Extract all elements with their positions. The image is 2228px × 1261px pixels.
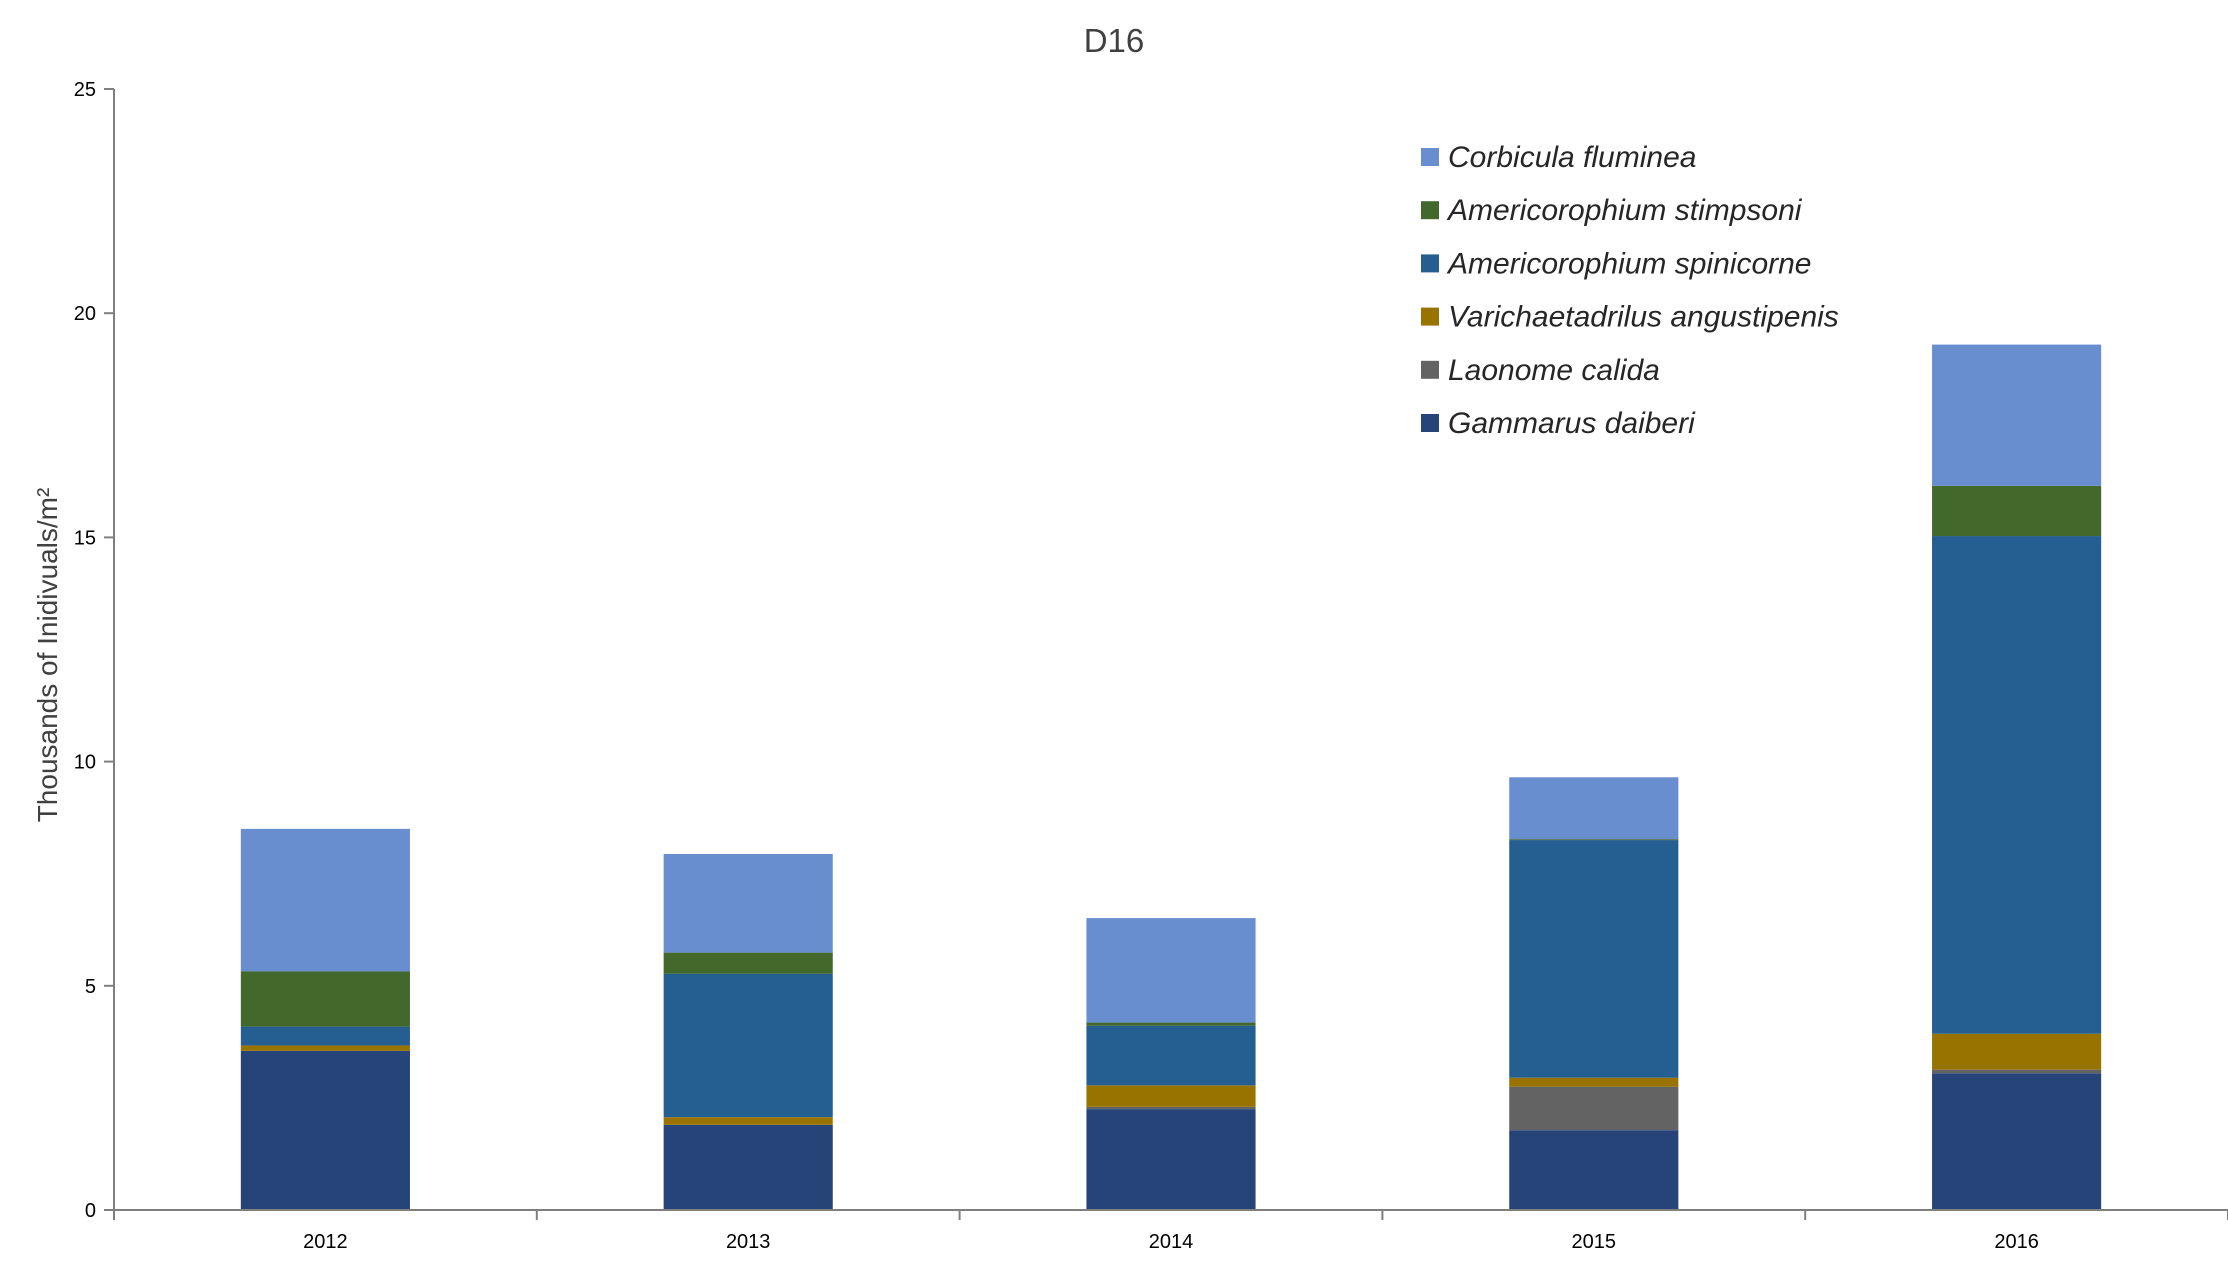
y-tick-labels: 0 5 10 15 20 25 <box>74 79 96 1222</box>
bar-segment-2013-0 <box>663 1124 833 1210</box>
bar-segment-2012-0 <box>240 1050 410 1210</box>
bar-segment-2014-0 <box>1086 1109 1256 1210</box>
legend-label-gammarus-daiberi: Gammarus daiberi <box>1448 407 1696 440</box>
bar-segment-2012-3 <box>240 1026 410 1046</box>
bar-segment-2012-5 <box>240 828 410 972</box>
x-tick-labels: 2012 2013 2014 2015 2016 <box>303 1231 2039 1253</box>
bar-segment-2015-5 <box>1509 777 1679 840</box>
bar-segment-2015-3 <box>1509 840 1679 1078</box>
legend-swatch-americorophium-stimpsoni <box>1421 201 1439 220</box>
legend-swatch-americorophium-spinicorne <box>1421 254 1439 273</box>
bar-segment-2014-1 <box>1086 1106 1256 1110</box>
y-tick-label-15: 15 <box>74 527 96 549</box>
y-tick-label-5: 5 <box>85 976 96 998</box>
x-tick-label-2013: 2013 <box>726 1231 771 1253</box>
x-tick-label-2016: 2016 <box>1994 1231 2039 1253</box>
x-tick-label-2012: 2012 <box>303 1231 348 1253</box>
legend: Corbicula fluminea Americorophium stimpso… <box>1421 141 1839 440</box>
x-tick-label-2015: 2015 <box>1572 1231 1617 1253</box>
legend-swatch-laonome-calida <box>1421 360 1439 379</box>
bar-segment-2016-0 <box>1932 1073 2102 1210</box>
bar-segment-2016-1 <box>1932 1069 2102 1074</box>
legend-label-americorophium-stimpsoni: Americorophium stimpsoni <box>1446 194 1803 227</box>
bar-segment-2014-4 <box>1086 1022 1256 1026</box>
bar-segment-2015-0 <box>1509 1130 1679 1210</box>
bar-segment-2012-2 <box>240 1045 410 1051</box>
bar-segment-2016-3 <box>1932 536 2102 1034</box>
x-tick-label-2014: 2014 <box>1149 1231 1194 1253</box>
bar-segment-2015-4 <box>1509 839 1679 841</box>
legend-label-varichaetadrilus-angustipenis: Varichaetadrilus angustipenis <box>1448 301 1839 334</box>
y-tick-label-0: 0 <box>85 1200 96 1222</box>
bar-segment-2015-1 <box>1509 1086 1679 1131</box>
bar-segment-2014-3 <box>1086 1025 1256 1086</box>
bar-segment-2014-5 <box>1086 918 1256 1023</box>
bar-segment-2013-4 <box>663 952 833 974</box>
bar-segment-2014-2 <box>1086 1085 1256 1107</box>
bar-segment-2016-4 <box>1932 485 2102 537</box>
legend-swatch-varichaetadrilus-angustipenis <box>1421 307 1439 326</box>
bar-segment-2013-3 <box>663 973 833 1118</box>
bar-segment-2012-4 <box>240 971 410 1027</box>
legend-swatch-corbicula-fluminea <box>1421 148 1439 166</box>
y-tick-label-10: 10 <box>74 752 96 774</box>
y-tick-label-25: 25 <box>74 79 96 101</box>
legend-label-americorophium-spinicorne: Americorophium spinicorne <box>1446 247 1812 280</box>
y-tick-label-20: 20 <box>74 303 96 325</box>
bars-group <box>240 344 2102 1210</box>
bar-segment-2015-2 <box>1509 1077 1679 1087</box>
bar-segment-2016-2 <box>1932 1033 2102 1070</box>
legend-label-corbicula-fluminea: Corbicula fluminea <box>1448 141 1696 174</box>
chart-title: D16 <box>1084 22 1145 59</box>
bar-segment-2016-5 <box>1932 344 2102 486</box>
axes-group <box>104 88 2228 1220</box>
bar-segment-2013-5 <box>663 853 833 953</box>
y-axis-label: Thousands of Inidivuals/m² <box>32 488 63 823</box>
legend-label-laonome-calida: Laonome calida <box>1448 354 1660 387</box>
bar-segment-2013-2 <box>663 1117 833 1125</box>
legend-swatch-gammarus-daiberi <box>1421 414 1439 432</box>
